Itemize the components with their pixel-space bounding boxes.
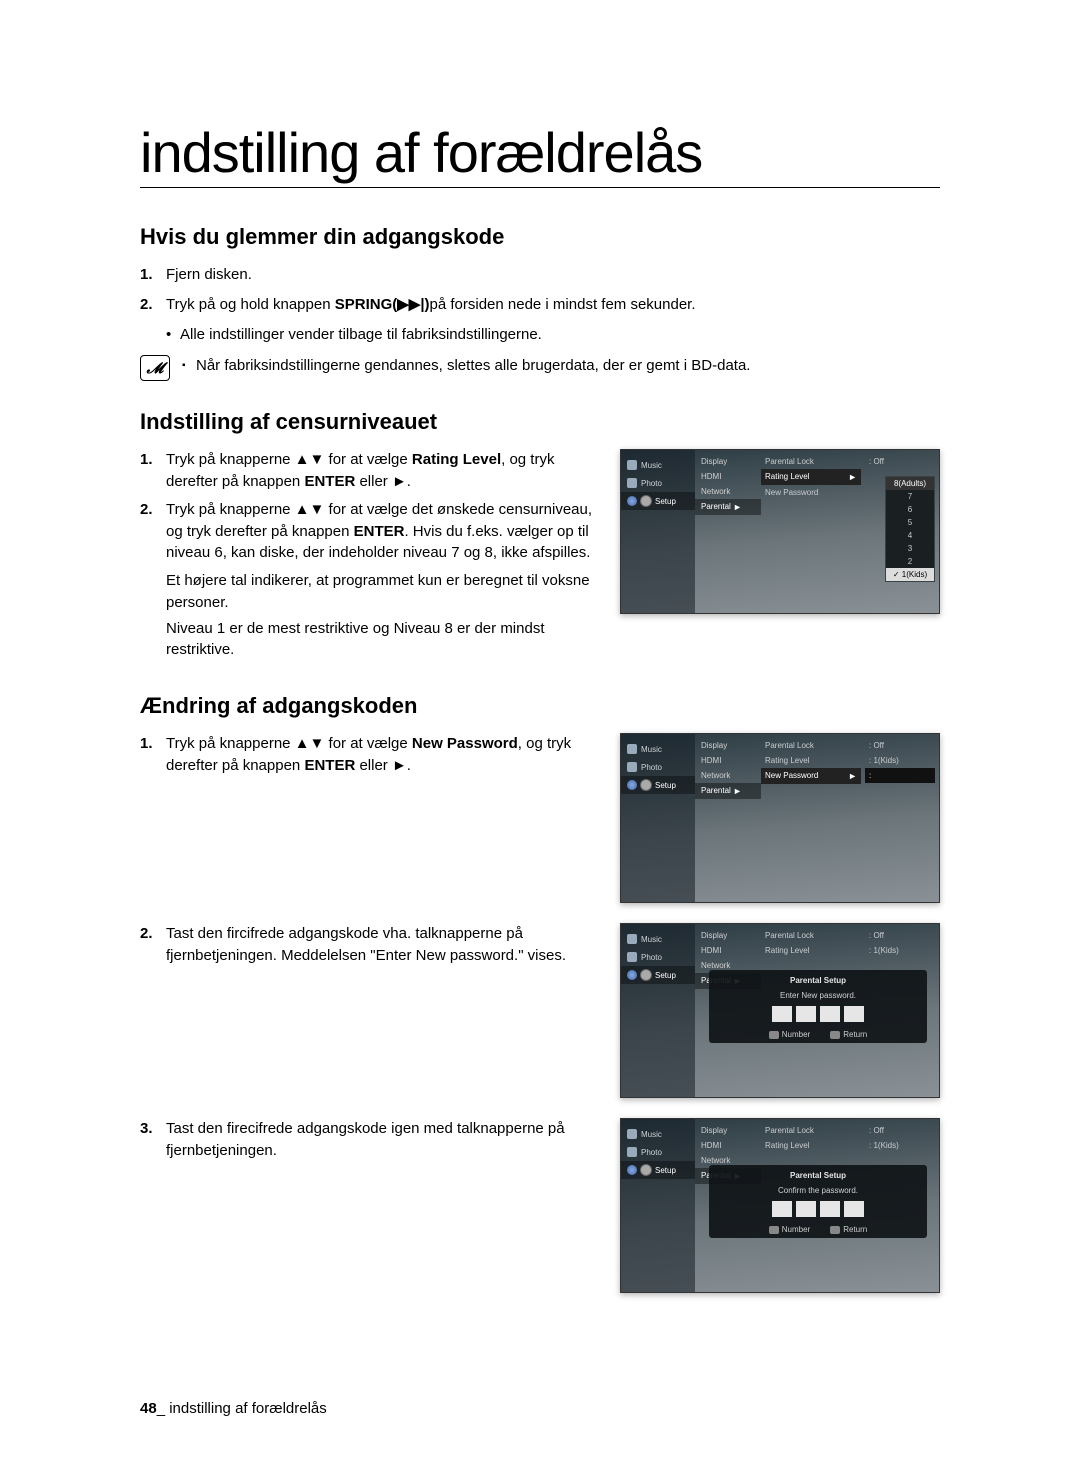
- forgot-bullet: Alle indstillinger vender tilbage til fa…: [140, 324, 940, 346]
- pw-box[interactable]: [820, 1006, 840, 1022]
- screenshot-confirm-password: Music Photo Setup Display HDMI Network P…: [620, 1118, 940, 1293]
- pw-box[interactable]: [844, 1006, 864, 1022]
- screenshot-enter-password: Music Photo Setup Display HDMI Network P…: [620, 923, 940, 1098]
- forgot-step-2: Tryk på og hold knappen SPRING (▶▶|) på …: [140, 294, 940, 316]
- page-footer: 48_ indstilling af forældrelås: [140, 1400, 327, 1417]
- page-title: indstilling af forældrelås: [140, 120, 940, 188]
- pw-box[interactable]: [796, 1201, 816, 1217]
- password-step-2: 2. Tast den fircifrede adgangskode vha. …: [140, 923, 600, 967]
- pw-box[interactable]: [796, 1006, 816, 1022]
- return-button[interactable]: Return: [830, 1030, 867, 1039]
- rating-cont-1: Et højere tal indikerer, at programmet k…: [140, 570, 600, 614]
- number-button[interactable]: Number: [769, 1030, 810, 1039]
- modal-confirm-password: Parental Setup Confirm the password. Num…: [709, 1165, 927, 1238]
- rating-step-1: 1. Tryk på knapperne ▲▼ for at vælge Rat…: [140, 449, 600, 493]
- pw-box[interactable]: [844, 1201, 864, 1217]
- return-button[interactable]: Return: [830, 1225, 867, 1234]
- screenshot-new-password: Music Photo Setup Display HDMI Network P…: [620, 733, 940, 903]
- number-button[interactable]: Number: [769, 1225, 810, 1234]
- section-title-forgot: Hvis du glemmer din adgangskode: [140, 224, 940, 250]
- rating-dropdown[interactable]: 8(Adults) 7 6 5 4 3 2 ✓ 1(Kids): [885, 476, 935, 582]
- rating-step-2: 2. Tryk på knapperne ▲▼ for at vælge det…: [140, 499, 600, 564]
- forgot-step-1: Fjern disken.: [140, 264, 940, 286]
- section-title-rating: Indstilling af censurniveauet: [140, 409, 940, 435]
- modal-enter-password: Parental Setup Enter New password. Numbe…: [709, 970, 927, 1043]
- pw-box[interactable]: [820, 1201, 840, 1217]
- section-title-password: Ændring af adgangskoden: [140, 693, 940, 719]
- pw-box[interactable]: [772, 1006, 792, 1022]
- pw-box[interactable]: [772, 1201, 792, 1217]
- rating-cont-2: Niveau 1 er de mest restriktive og Nivea…: [140, 618, 600, 662]
- password-step-3: 3. Tast den firecifrede adgangskode igen…: [140, 1118, 600, 1162]
- screenshot-rating-dropdown: Music Photo Setup Display HDMI Network P…: [620, 449, 940, 614]
- note-text: Når fabriksindstillingerne gendannes, sl…: [182, 355, 750, 377]
- password-step-1: 1. Tryk på knapperne ▲▼ for at vælge New…: [140, 733, 600, 777]
- note-icon: 𝓜: [140, 355, 170, 381]
